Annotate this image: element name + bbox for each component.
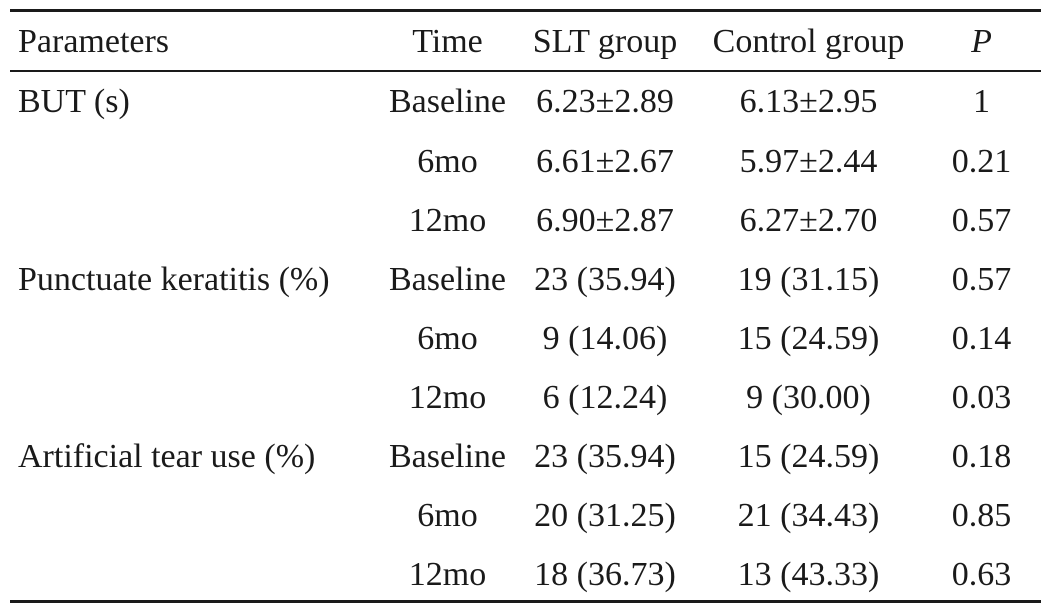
cell-p: 0.03 xyxy=(951,378,1012,416)
cell-p: 0.63 xyxy=(951,555,1012,593)
cell-slt: 6.23±2.89 xyxy=(536,82,674,120)
cell-slt: 6.90±2.87 xyxy=(536,201,674,239)
table-row: Artificial tear use (%) Baseline 23 (35.… xyxy=(10,427,1041,486)
cell-parameter xyxy=(10,486,380,545)
cell-control: 19 (31.15) xyxy=(737,260,880,298)
cell-p: 1 xyxy=(973,82,990,120)
cell-parameter xyxy=(10,191,380,250)
cell-slt: 20 (31.25) xyxy=(534,496,676,534)
table-row: Punctuate keratitis (%) Baseline 23 (35.… xyxy=(10,250,1041,309)
data-table: Parameters Time SLT group Control group … xyxy=(10,12,1041,604)
cell-slt: 9 (14.06) xyxy=(542,319,668,357)
cell-control: 6.27±2.70 xyxy=(739,201,878,239)
cell-p: 0.85 xyxy=(951,496,1012,534)
table-header-rule xyxy=(10,70,1041,72)
cell-parameter: Punctuate keratitis (%) xyxy=(18,260,330,298)
cell-time: 6mo xyxy=(417,319,478,357)
cell-time: 12mo xyxy=(408,201,487,239)
cell-p: 0.57 xyxy=(951,201,1012,239)
table-body: BUT (s) Baseline 6.23±2.89 6.13±2.95 1 6… xyxy=(10,71,1041,604)
cell-control: 21 (34.43) xyxy=(737,496,880,534)
cell-control: 5.97±2.44 xyxy=(739,142,878,180)
cell-p: 0.21 xyxy=(951,142,1012,180)
header-control-group: Control group xyxy=(712,22,905,60)
cell-slt: 6.61±2.67 xyxy=(536,142,674,180)
header-time: Time xyxy=(412,22,483,60)
cell-parameter xyxy=(10,545,380,604)
table-bottom-rule xyxy=(10,600,1041,603)
cell-slt: 18 (36.73) xyxy=(534,555,676,593)
cell-control: 13 (43.33) xyxy=(737,555,880,593)
cell-p: 0.18 xyxy=(951,437,1012,475)
table-row: BUT (s) Baseline 6.23±2.89 6.13±2.95 1 xyxy=(10,71,1041,132)
cell-time: 12mo xyxy=(408,555,487,593)
cell-parameter xyxy=(10,309,380,368)
cell-parameter xyxy=(10,132,380,191)
table-header: Parameters Time SLT group Control group … xyxy=(10,12,1041,71)
table-row: 6mo 6.61±2.67 5.97±2.44 0.21 xyxy=(10,132,1041,191)
header-p-value: P xyxy=(971,22,992,60)
cell-slt: 23 (35.94) xyxy=(534,260,676,298)
table-row: 12mo 6 (12.24) 9 (30.00) 0.03 xyxy=(10,368,1041,427)
header-parameters: Parameters xyxy=(18,22,170,60)
table-row: 6mo 9 (14.06) 15 (24.59) 0.14 xyxy=(10,309,1041,368)
cell-slt: 23 (35.94) xyxy=(534,437,676,475)
header-slt-group: SLT group xyxy=(532,22,678,60)
table-row: 12mo 6.90±2.87 6.27±2.70 0.57 xyxy=(10,191,1041,250)
cell-parameter: BUT (s) xyxy=(18,82,130,120)
header-row: Parameters Time SLT group Control group … xyxy=(10,12,1041,71)
cell-time: Baseline xyxy=(388,260,507,298)
cell-p: 0.14 xyxy=(951,319,1012,357)
cell-time: 6mo xyxy=(417,496,478,534)
cell-time: 12mo xyxy=(408,378,487,416)
cell-time: Baseline xyxy=(388,82,507,120)
cell-control: 15 (24.59) xyxy=(737,437,880,475)
cell-control: 6.13±2.95 xyxy=(739,82,878,120)
cell-parameter xyxy=(10,368,380,427)
cell-control: 9 (30.00) xyxy=(746,378,871,416)
table-row: 12mo 18 (36.73) 13 (43.33) 0.63 xyxy=(10,545,1041,604)
cell-parameter: Artificial tear use (%) xyxy=(18,437,316,475)
cell-control: 15 (24.59) xyxy=(737,319,880,357)
table-top-rule xyxy=(10,9,1041,12)
cell-slt: 6 (12.24) xyxy=(542,378,668,416)
cell-p: 0.57 xyxy=(951,260,1012,298)
table-row: 6mo 20 (31.25) 21 (34.43) 0.85 xyxy=(10,486,1041,545)
cell-time: Baseline xyxy=(388,437,507,475)
cell-time: 6mo xyxy=(417,142,478,180)
